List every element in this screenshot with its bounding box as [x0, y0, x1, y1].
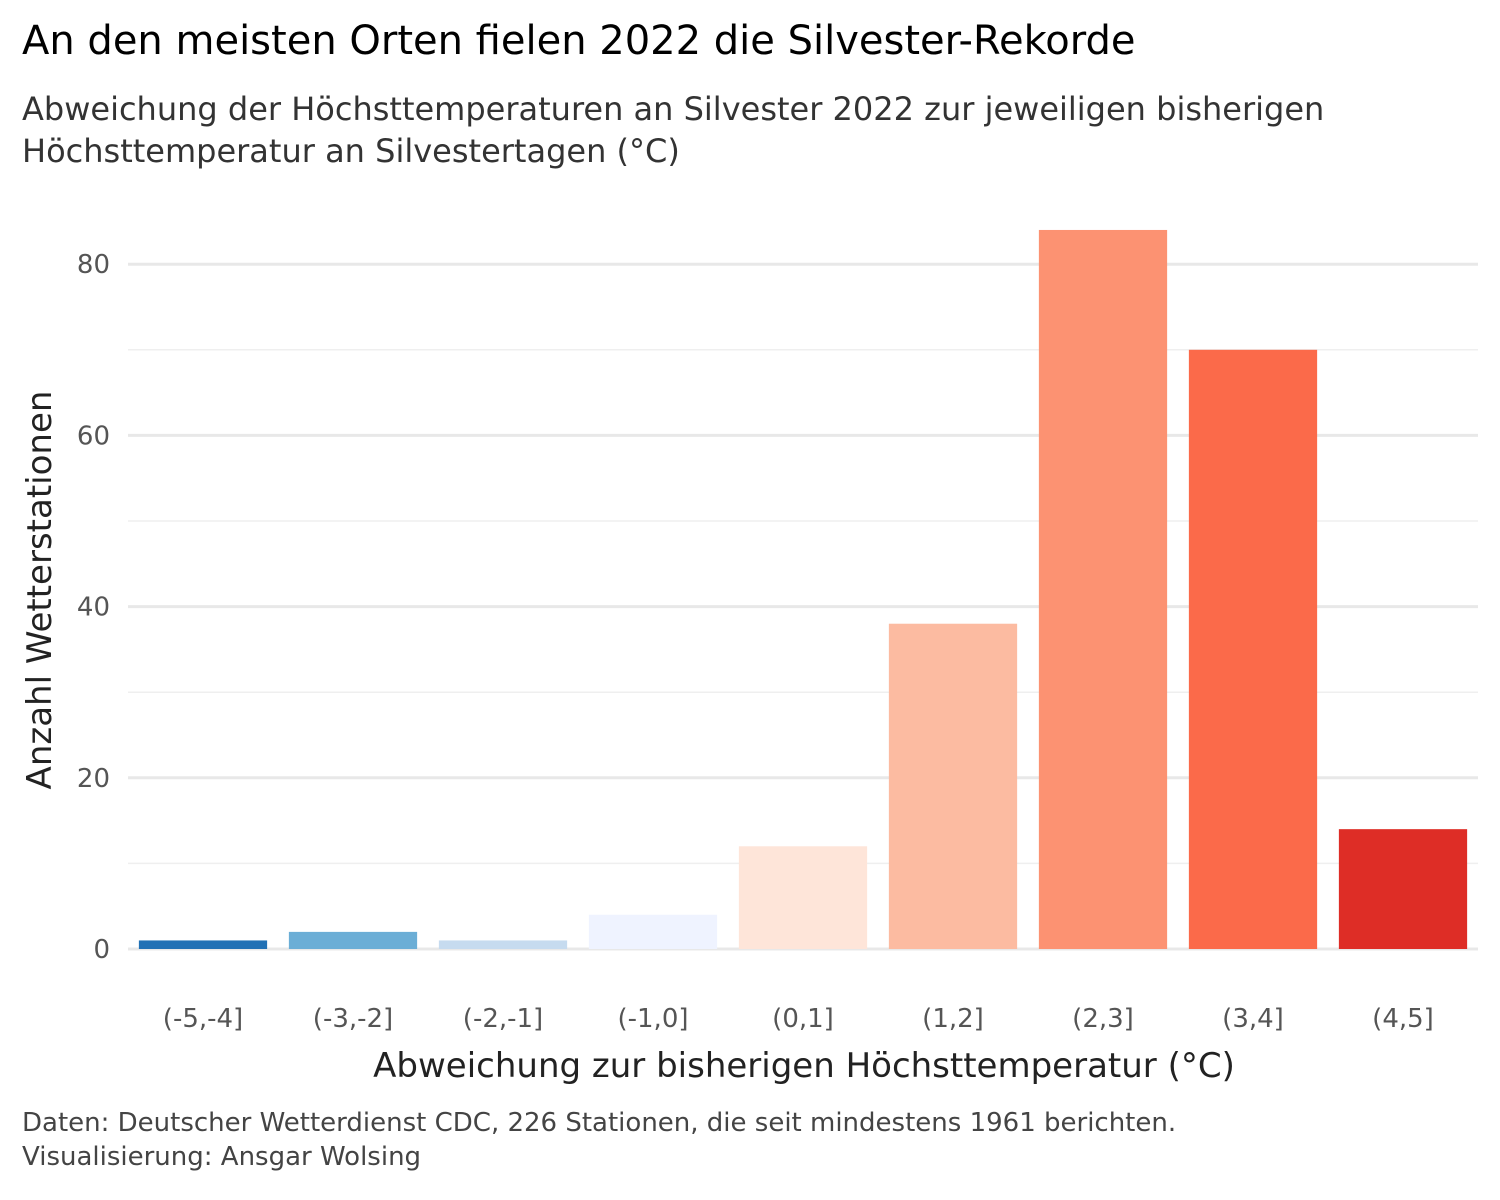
caption-source: Daten: Deutscher Wetterdienst CDC, 226 S… — [22, 1108, 1177, 1138]
bar — [588, 914, 718, 949]
bar — [138, 940, 268, 949]
x-axis-ticks: (-5,-4] (-3,-2] (-2,-1] (-1,0] (0,1] (1,2] (2,… — [163, 1004, 1434, 1034]
y-tick-label: 80 — [77, 250, 110, 280]
y-tick-label: 0 — [93, 935, 110, 965]
bar — [288, 931, 418, 949]
y-axis-title: Anzahl Wetterstationen — [20, 391, 60, 790]
bar — [738, 846, 868, 949]
x-axis-title: Abweichung zur bisherigen Höchsttemperat… — [373, 1046, 1235, 1086]
x-tick-label: (2,3] — [1072, 1004, 1134, 1034]
caption-credit: Visualisierung: Ansgar Wolsing — [22, 1142, 422, 1172]
x-tick-label: (4,5] — [1372, 1004, 1434, 1034]
x-tick-label: (-2,-1] — [463, 1004, 543, 1034]
y-tick-label: 40 — [77, 593, 110, 623]
chart-subtitle: Abweichung der Höchsttemperaturen an Sil… — [22, 90, 1325, 170]
y-axis-ticks: 0 20 40 60 80 — [77, 250, 110, 965]
chart-caption: Daten: Deutscher Wetterdienst CDC, 226 S… — [22, 1106, 1176, 1174]
x-tick-label: (3,4] — [1222, 1004, 1284, 1034]
bar — [1038, 229, 1168, 949]
bar — [438, 940, 568, 949]
x-tick-label: (0,1] — [772, 1004, 834, 1034]
y-tick-label: 20 — [77, 764, 110, 794]
chart-title: An den meisten Orten fielen 2022 die Sil… — [22, 18, 1136, 64]
y-tick-label: 60 — [77, 421, 110, 451]
bars — [138, 229, 1468, 949]
bar — [1338, 829, 1468, 949]
x-tick-label: (-1,0] — [617, 1004, 688, 1034]
x-tick-label: (-5,-4] — [163, 1004, 243, 1034]
x-tick-label: (-3,-2] — [313, 1004, 393, 1034]
x-tick-label: (1,2] — [922, 1004, 984, 1034]
bar — [888, 623, 1018, 949]
bar — [1188, 349, 1318, 949]
